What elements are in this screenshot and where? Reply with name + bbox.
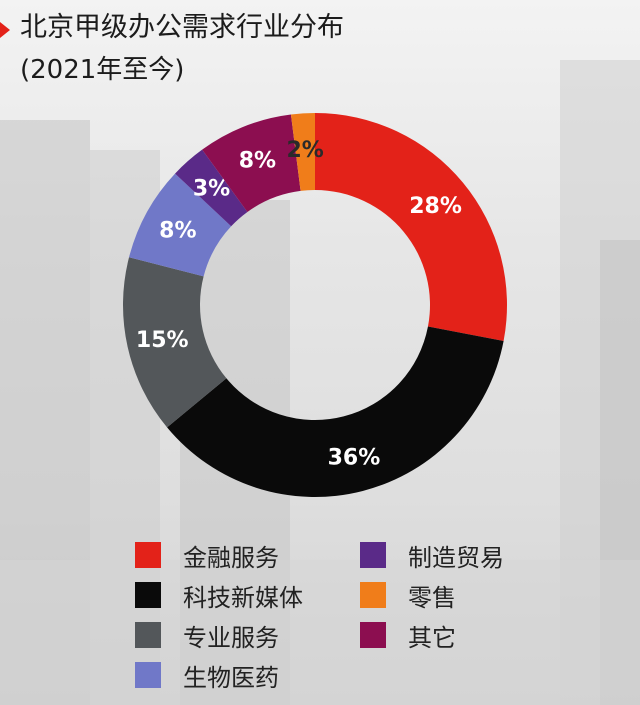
legend-label: 科技新媒体 — [183, 583, 303, 612]
legend-label: 零售 — [408, 583, 456, 612]
background-haze — [0, 560, 640, 705]
legend-swatch — [135, 662, 161, 688]
slice-label-biomed: 8% — [159, 219, 196, 244]
donut-slice-other — [202, 114, 301, 212]
legend-label: 其它 — [408, 623, 456, 652]
donut-slice-tech-media — [167, 326, 504, 498]
donut-slice-finance — [315, 113, 507, 341]
legend-swatch — [360, 582, 386, 608]
legend-item-tech-media: 科技新媒体 — [135, 580, 303, 612]
donut-slice-retail — [290, 113, 315, 191]
chart-subtitle: (2021年至今) — [20, 55, 185, 85]
donut-slice-professional — [123, 257, 227, 428]
legend-item-other: 其它 — [360, 620, 456, 652]
legend-swatch — [135, 622, 161, 648]
slice-label-manufacturing: 3% — [193, 177, 230, 202]
chart-title: 北京甲级办公需求行业分布 — [20, 12, 344, 43]
slice-label-other: 8% — [239, 148, 276, 173]
legend-item-retail: 零售 — [360, 580, 456, 612]
legend-item-finance: 金融服务 — [135, 540, 279, 572]
legend-label: 制造贸易 — [408, 543, 504, 572]
legend-label: 专业服务 — [183, 623, 279, 652]
slice-label-retail: 2% — [286, 138, 323, 163]
legend: 金融服务 科技新媒体 专业服务 生物医药 制造贸易 零售 其它 — [135, 540, 555, 700]
legend-item-biomed: 生物医药 — [135, 660, 279, 692]
legend-swatch — [360, 622, 386, 648]
legend-label: 生物医药 — [183, 663, 279, 692]
donut-slice-biomed — [129, 173, 232, 277]
donut-slice-manufacturing — [175, 149, 248, 227]
legend-swatch — [135, 542, 161, 568]
legend-item-manufacturing: 制造贸易 — [360, 540, 504, 572]
legend-item-professional: 专业服务 — [135, 620, 279, 652]
title-marker-icon — [0, 22, 10, 38]
slice-label-finance: 28% — [409, 194, 462, 219]
legend-swatch — [360, 542, 386, 568]
legend-swatch — [135, 582, 161, 608]
slice-label-professional: 15% — [136, 328, 189, 353]
slice-label-tech-media: 36% — [328, 446, 381, 471]
legend-label: 金融服务 — [183, 543, 279, 572]
